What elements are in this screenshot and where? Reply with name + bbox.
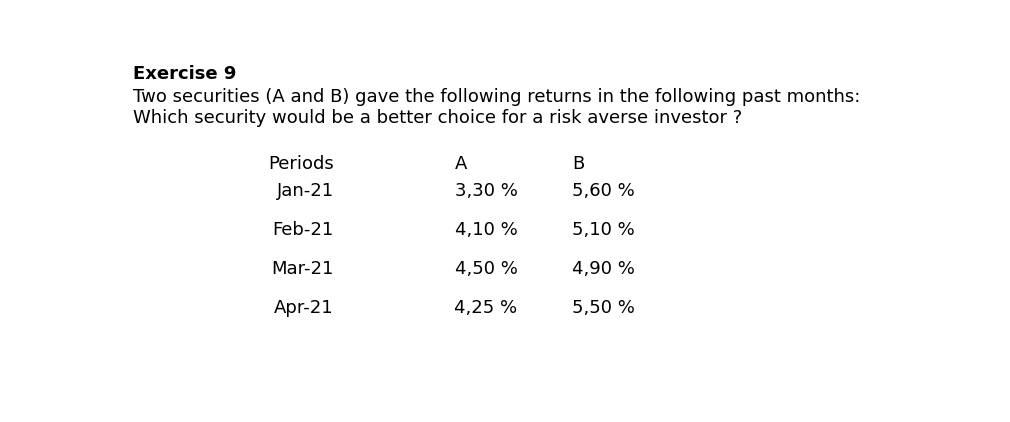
Text: 4,50 %: 4,50 % [454,260,517,278]
Text: Mar-21: Mar-21 [272,260,333,278]
Text: B: B [573,154,585,173]
Text: 5,50 %: 5,50 % [573,299,635,317]
Text: 4,90 %: 4,90 % [573,260,635,278]
Text: Periods: Periods [268,154,333,173]
Text: Jan-21: Jan-21 [277,182,333,200]
Text: Feb-21: Feb-21 [273,221,333,239]
Text: 3,30 %: 3,30 % [454,182,517,200]
Text: 4,10 %: 4,10 % [454,221,517,239]
Text: Exercise 9: Exercise 9 [132,65,236,83]
Text: 5,10 %: 5,10 % [573,221,635,239]
Text: Two securities (A and B) gave the following returns in the following past months: Two securities (A and B) gave the follow… [132,88,860,106]
Text: 4,25 %: 4,25 % [454,299,517,317]
Text: A: A [454,154,468,173]
Text: Apr-21: Apr-21 [274,299,333,317]
Text: Which security would be a better choice for a risk averse investor ?: Which security would be a better choice … [132,109,741,127]
Text: 5,60 %: 5,60 % [573,182,635,200]
